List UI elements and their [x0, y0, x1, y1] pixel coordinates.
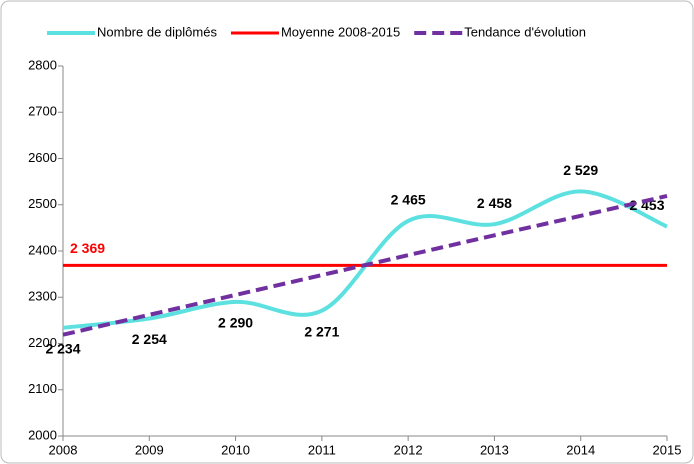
data-label: 2 290: [218, 315, 253, 331]
data-label: 2 369: [70, 240, 105, 256]
y-tick-label: 2200: [28, 335, 57, 350]
data-label: 2 458: [477, 195, 512, 211]
x-tick-label: 2008: [49, 442, 78, 457]
data-label: 2 234: [45, 340, 80, 356]
y-tick-label: 2800: [28, 57, 57, 72]
y-tick-label: 2400: [28, 242, 57, 257]
y-tick-label: 2300: [28, 289, 57, 304]
x-tick-label: 2012: [394, 442, 423, 457]
data-label: 2 529: [563, 162, 598, 178]
data-label: 2 465: [391, 192, 426, 208]
legend-label: Nombre de diplômés: [97, 24, 217, 39]
data-label: 2 271: [304, 323, 339, 339]
y-tick-label: 2000: [28, 427, 57, 442]
series-line: [62, 194, 668, 337]
y-tick-label: 2600: [28, 150, 57, 165]
x-tick-label: 2011: [308, 442, 336, 457]
x-tick-label: 2010: [221, 442, 250, 457]
y-tick-label: 2500: [28, 196, 57, 211]
y-tick-label: 2700: [28, 104, 57, 119]
x-tick-label: 2013: [480, 442, 509, 457]
data-label: 2 453: [629, 197, 664, 213]
legend-label: Moyenne 2008-2015: [281, 24, 400, 39]
legend-label: Tendance d'évolution: [464, 24, 586, 39]
x-tick-label: 2015: [653, 442, 682, 457]
x-tick-label: 2009: [135, 442, 164, 457]
data-label: 2 254: [132, 331, 167, 347]
x-tick-label: 2014: [566, 442, 595, 457]
y-tick-label: 2100: [28, 381, 57, 396]
